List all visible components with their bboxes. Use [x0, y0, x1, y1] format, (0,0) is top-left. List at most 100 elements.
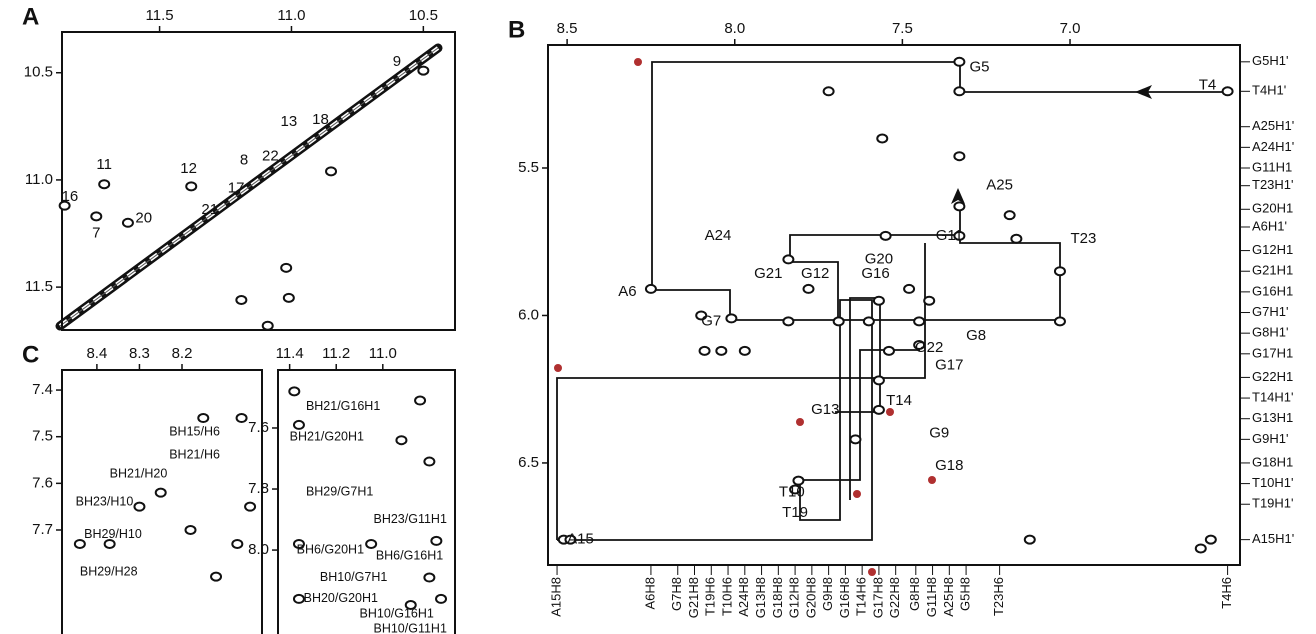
y-tick-label: 6.0 [518, 306, 539, 323]
peak-label: T23 [1070, 230, 1096, 247]
x-tick-label: 8.3 [129, 345, 150, 362]
peak [133, 501, 146, 512]
peak-label: T4 [1199, 76, 1217, 93]
peak-label: 13 [280, 113, 297, 130]
peak-label: A6 [618, 283, 636, 300]
peak [698, 345, 711, 356]
residue-label: T23H6 [991, 577, 1006, 616]
residue-label: T10H6 [719, 577, 734, 616]
peak [1003, 210, 1016, 221]
peak-label: 17 [228, 179, 245, 196]
peak [923, 295, 936, 306]
residue-label: G12H8 [787, 577, 802, 618]
y-tick-label: 7.7 [32, 521, 53, 538]
peak-label: T10 [779, 483, 805, 500]
panel-label: B [508, 16, 525, 43]
residue-label: T4H6 [1219, 577, 1234, 609]
peak [184, 524, 197, 535]
x-tick-label: 8.0 [724, 20, 745, 37]
peak [58, 200, 71, 211]
residue-label: G7H1' [1252, 304, 1288, 319]
peak-label: G16 [861, 265, 889, 282]
peak-label: BH15/H6 [169, 424, 220, 438]
peak [695, 310, 708, 321]
panel-label: A [22, 3, 39, 30]
peak [564, 534, 577, 545]
residue-label: A15H8 [548, 577, 563, 617]
residue-label: A25H8 [941, 577, 956, 617]
panel-frame [61, 31, 456, 331]
peak-label: BH29/H28 [80, 564, 138, 578]
x-tick-label: 11.0 [369, 345, 397, 362]
peak [876, 133, 889, 144]
peak [953, 230, 966, 241]
x-tick-label: 8.2 [172, 345, 193, 362]
peak-label: BH6/G20H1 [297, 542, 364, 556]
residue-label: G22H8 [887, 577, 902, 618]
peak [1023, 534, 1036, 545]
x-tick-label: 7.5 [892, 20, 913, 37]
peak [872, 404, 885, 415]
peak [879, 230, 892, 241]
peak-label: 18 [312, 111, 329, 128]
peak [832, 316, 845, 327]
peak-label: G18 [935, 457, 963, 474]
x-tick-label: 7.0 [1060, 20, 1081, 37]
residue-label: G18H8 [770, 577, 785, 618]
peak [789, 484, 802, 495]
peak [872, 295, 885, 306]
reference-markers [554, 58, 936, 576]
y-tick-label: 7.5 [32, 428, 53, 445]
x-tick-label: 11.5 [146, 7, 174, 24]
peak [288, 386, 301, 397]
x-tick-label: 11.2 [322, 345, 350, 362]
peak [953, 56, 966, 67]
residue-label: G17H8 [870, 577, 885, 618]
peak-label: 21 [201, 201, 218, 218]
peak-label: BH29/G7H1 [306, 484, 373, 498]
peak-label: 9 [393, 53, 401, 70]
peak [417, 65, 430, 76]
residue-label: T23H1' [1252, 177, 1294, 192]
peak [738, 345, 751, 356]
residue-label: T19H6 [703, 577, 718, 616]
residue-label: G5H8 [958, 577, 973, 611]
peak [280, 262, 293, 273]
residue-label: G9H8 [820, 577, 835, 611]
y-tick-label: 7.6 [32, 474, 53, 491]
peak-label: BH23/G11H1 [373, 512, 446, 526]
residue-label: A15H1' [1252, 531, 1294, 546]
peak [98, 179, 111, 190]
residue-label: G20H8 [803, 577, 818, 618]
peak [244, 501, 257, 512]
residue-label: G20H1 [1252, 201, 1293, 216]
residue-label: G11H8 [924, 577, 939, 617]
y-tick-label: 8.0 [248, 541, 269, 558]
peak-label: 8 [240, 152, 248, 169]
peak [292, 538, 305, 549]
y-tick-label: 7.4 [32, 381, 53, 398]
peak-label: G22 [915, 339, 943, 356]
peak [644, 283, 657, 294]
peak-label: 7 [92, 224, 100, 241]
peak [435, 593, 448, 604]
peak-label: G12 [801, 265, 829, 282]
residue-label: G8H1' [1252, 325, 1288, 340]
residue-label: G13H1 [1252, 410, 1293, 425]
peak [1221, 86, 1234, 97]
diagonal [55, 43, 443, 331]
residue-label: G12H1 [1252, 242, 1293, 257]
peak [802, 283, 815, 294]
peak-label: G9 [929, 424, 949, 441]
residue-label: G21H1 [1252, 263, 1293, 278]
peak [1053, 266, 1066, 277]
peak [872, 375, 885, 386]
residue-label: G18H1 [1252, 454, 1293, 469]
residue-label: G8H8 [907, 577, 922, 611]
peak-label: A25 [986, 177, 1013, 194]
x-tick-label: 8.4 [86, 345, 107, 362]
peak-label: 11 [96, 156, 112, 173]
peak [404, 600, 417, 611]
peak-label: BH21/G16H1 [306, 399, 380, 413]
